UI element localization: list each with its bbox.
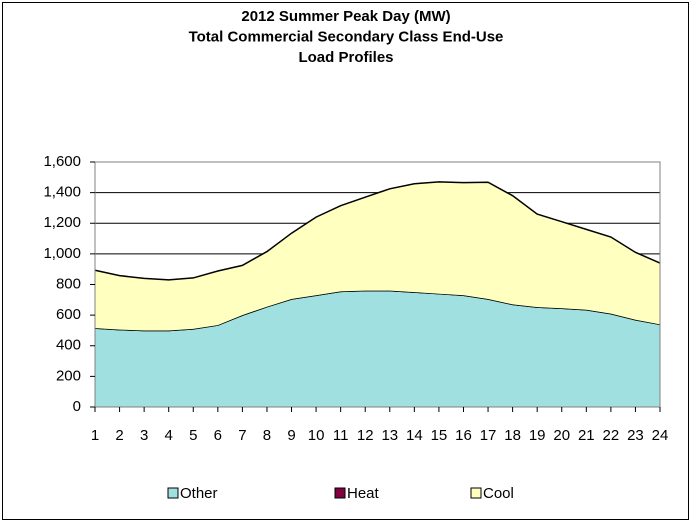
y-tick-label: 1,400	[43, 184, 81, 201]
y-tick-label: 1,000	[43, 245, 81, 262]
y-tick-label: 1,600	[43, 153, 81, 170]
x-tick-label: 11	[333, 427, 349, 444]
x-tick-label: 1	[91, 427, 99, 444]
legend-label: Heat	[347, 485, 380, 502]
x-tick-label: 2	[115, 427, 123, 444]
x-tick-label: 13	[381, 427, 398, 444]
y-tick-label: 600	[56, 306, 81, 323]
x-tick-label: 4	[165, 427, 173, 444]
x-tick-label: 10	[308, 427, 325, 444]
y-tick-label: 1,200	[43, 214, 81, 231]
x-tick-label: 18	[504, 427, 521, 444]
x-tick-label: 20	[553, 427, 570, 444]
area	[95, 290, 660, 407]
x-tick-label: 19	[529, 427, 546, 444]
x-tick-label: 6	[214, 427, 222, 444]
x-tick-label: 5	[189, 427, 197, 444]
chart-title: Load Profiles	[298, 49, 393, 66]
y-tick-label: 400	[56, 337, 81, 354]
legend-swatch	[334, 487, 346, 499]
x-tick-label: 22	[603, 427, 620, 444]
x-tick-label: 3	[140, 427, 148, 444]
chart-title: 2012 Summer Peak Day (MW)	[241, 8, 450, 25]
chart-title: Total Commercial Secondary Class End-Use	[189, 28, 504, 45]
x-tick-label: 7	[238, 427, 246, 444]
area-line	[94, 181, 661, 281]
x-tick-label: 14	[406, 427, 423, 444]
legend-label: Other	[180, 485, 218, 502]
legend-swatch	[167, 487, 179, 499]
x-tick-label: 21	[578, 427, 595, 444]
legend-swatch	[470, 487, 482, 499]
x-tick-label: 23	[627, 427, 644, 444]
x-tick-label: 9	[287, 427, 295, 444]
legend-label: Cool	[483, 485, 514, 502]
x-tick-label: 16	[455, 427, 472, 444]
x-tick-label: 12	[357, 427, 374, 444]
x-tick-label: 8	[263, 427, 271, 444]
x-tick-label: 17	[480, 427, 497, 444]
y-tick-label: 800	[56, 275, 81, 292]
x-tick-label: 24	[652, 427, 669, 444]
area	[95, 181, 660, 331]
x-tick-label: 15	[431, 427, 448, 444]
y-tick-label: 0	[73, 398, 81, 415]
y-tick-label: 200	[56, 367, 81, 384]
